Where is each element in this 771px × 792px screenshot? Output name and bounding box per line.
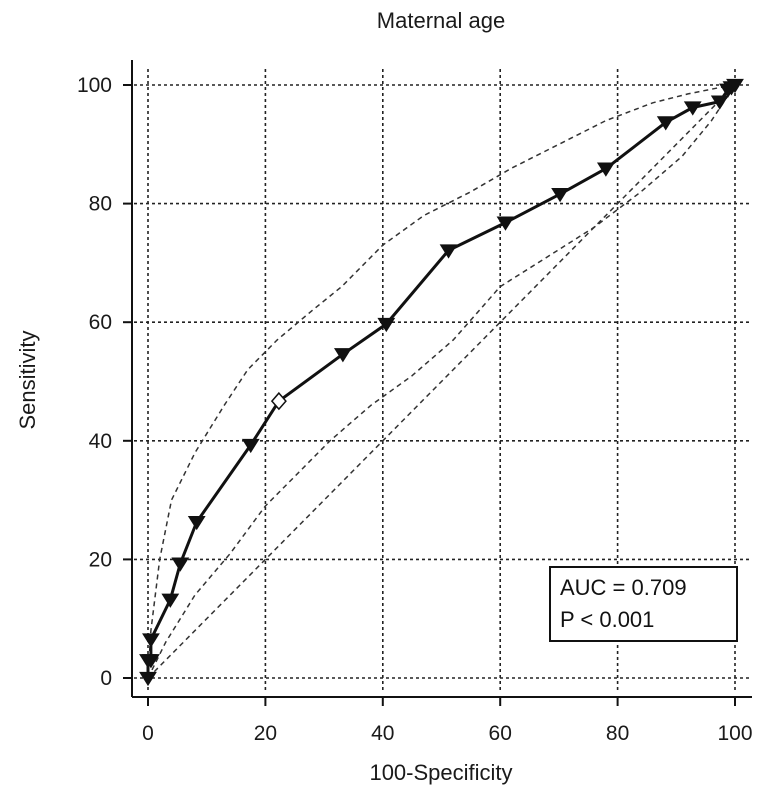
series-layer [147,84,736,679]
roc-point-11 [439,244,458,259]
roc-point-15 [656,116,675,131]
y-tick-label-100: 100 [77,74,112,97]
x-tick-label-60: 60 [489,722,512,745]
x-tick-label-40: 40 [371,722,394,745]
roc-point-9 [333,348,352,363]
roc-point-2 [142,654,160,669]
roc-point-17 [710,95,729,110]
roc-point-16 [683,101,702,116]
roc-point-12 [496,216,515,231]
roc-point-optimal-cutoff [270,391,287,411]
axes: 0 20 40 60 80 100 0 20 40 60 80 100 [77,60,753,745]
roc-point-5 [171,557,190,572]
roc-point-4 [161,593,180,608]
chart-title: Maternal age [377,8,505,33]
x-axis-title: 100-Specificity [369,760,512,785]
p-value-label: P < 0.001 [560,607,654,632]
roc-point-7 [241,438,260,454]
x-tick-label-100: 100 [717,722,752,745]
x-tick-label-20: 20 [254,722,277,745]
roc-point-6 [187,515,206,531]
series-reference-diagonal-line [147,84,736,679]
stats-box: AUC = 0.709 P < 0.001 [549,566,738,642]
series-95-ci-lower-line [147,84,736,679]
roc-point-10 [377,317,396,333]
x-tick-label-80: 80 [606,722,629,745]
roc-point-0 [139,671,157,687]
y-tick-label-0: 0 [100,667,112,690]
grid [134,69,751,692]
y-tick-label-80: 80 [89,193,112,216]
roc-point-13 [551,188,569,203]
y-tick-label-60: 60 [89,311,112,334]
auc-label: AUC = 0.709 [560,575,687,600]
roc-point-3 [142,633,160,648]
stats-box-border [549,566,738,642]
y-tick-label-20: 20 [89,548,112,571]
marker-layer [139,78,744,687]
x-tick-label-0: 0 [142,722,154,745]
y-tick-label-40: 40 [89,430,112,453]
y-axis-title: Sensitivity [15,330,40,429]
roc-point-14 [596,162,615,177]
series-95-ci-upper-line [147,84,736,679]
roc-point-20 [726,78,744,94]
